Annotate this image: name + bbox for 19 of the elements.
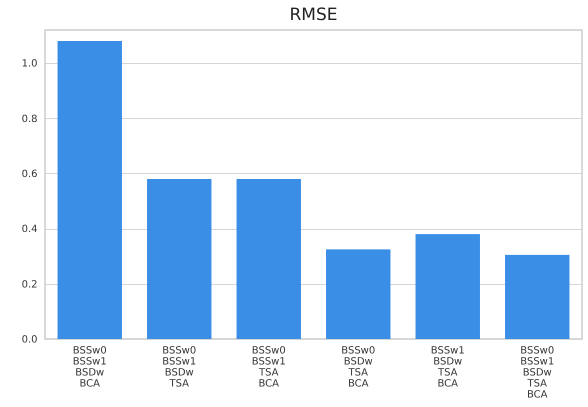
bar (505, 254, 570, 339)
y-tick-label: 1.0 (22, 58, 38, 70)
y-tick-label: 0.0 (22, 334, 38, 346)
bar (416, 234, 480, 339)
y-tick-label: 0.8 (22, 114, 38, 125)
bar (58, 41, 122, 339)
chart-title: RMSE (289, 5, 338, 25)
x-tick-label: BSSw0 BSDw TSA BCA (341, 346, 376, 390)
x-tick-label: BSSw0 BSSw1 BSDw BCA (72, 346, 107, 390)
x-tick-label: BSSw0 BSSw1 TSA BCA (252, 346, 286, 390)
y-tick-label: 0.6 (22, 168, 38, 180)
x-tick-label: BSSw1 BSDw TSA BCA (430, 346, 465, 390)
bar (326, 249, 390, 339)
x-tick-label: BSSw0 BSSw1 BSDw TSA (162, 346, 196, 390)
bar (147, 178, 212, 339)
x-tick-label: BSSw0 BSSw1 BSDw TSA BCA (520, 346, 554, 400)
y-tick-label: 0.2 (22, 279, 38, 290)
bar (236, 178, 301, 339)
y-tick-label: 0.4 (22, 224, 38, 236)
